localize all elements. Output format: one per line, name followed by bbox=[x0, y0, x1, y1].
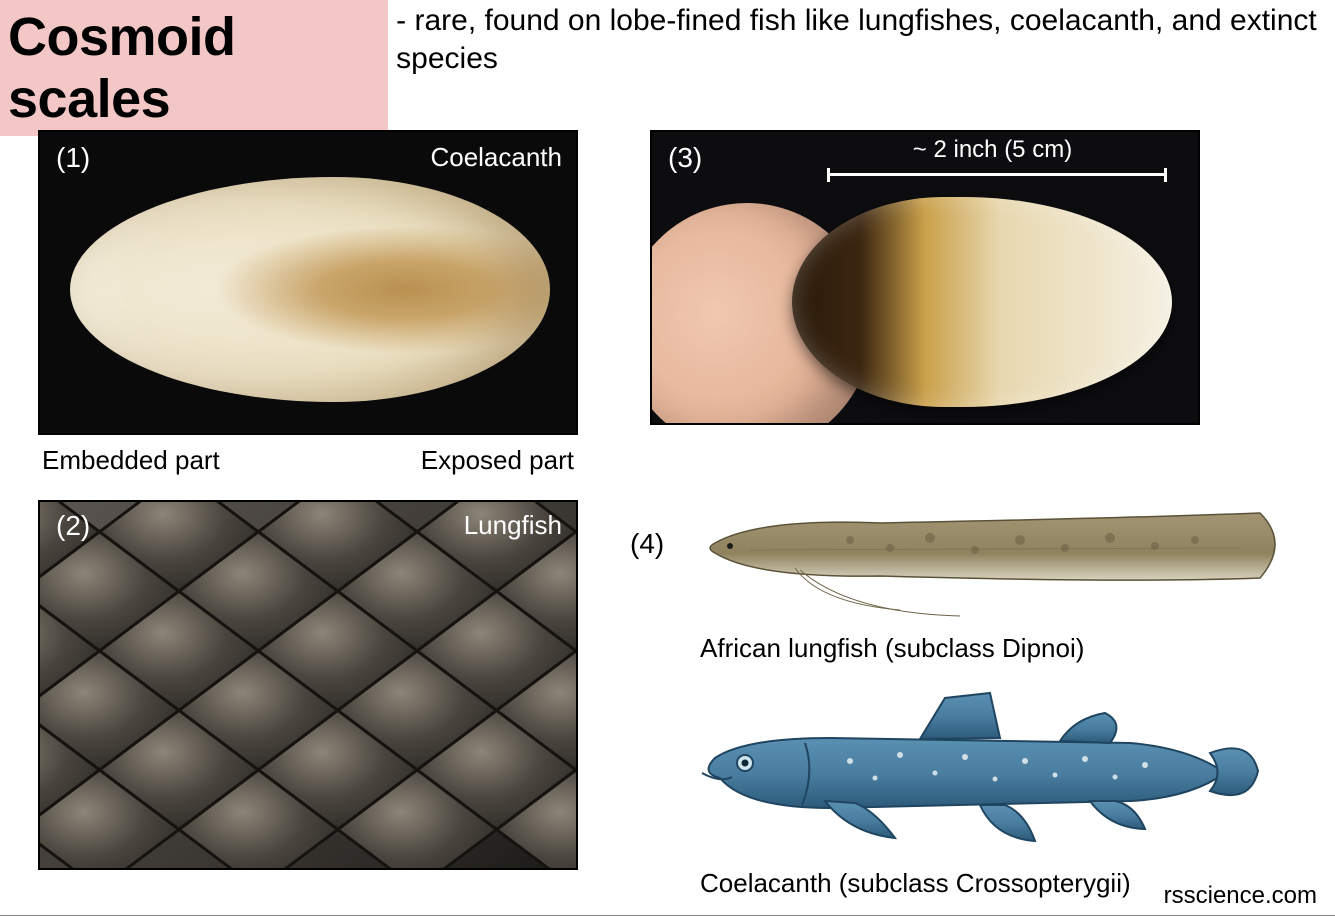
credit-text: rsscience.com bbox=[1164, 882, 1317, 910]
lungfish-illustration bbox=[700, 498, 1290, 618]
caption-embedded: Embedded part bbox=[42, 445, 220, 476]
panel-3-number: (3) bbox=[668, 142, 702, 174]
panel-2-number: (2) bbox=[56, 510, 90, 542]
coelacanth-scale-shape bbox=[70, 177, 550, 402]
lungfish-label: African lungfish (subclass Dipnoi) bbox=[700, 633, 1084, 664]
panel-1-coelacanth-scale: (1) Coelacanth Embedded part Exposed par… bbox=[38, 130, 578, 476]
panel-1-captions: Embedded part Exposed part bbox=[38, 435, 578, 476]
scale-bar bbox=[827, 168, 1167, 182]
panel-1-tag: Coelacanth bbox=[430, 142, 562, 173]
coelacanth-label: Coelacanth (subclass Crossopterygii) bbox=[700, 868, 1131, 899]
title-box: Cosmoid scales bbox=[0, 0, 388, 136]
panel-1-number: (1) bbox=[56, 142, 90, 174]
panel-2-lungfish-scales: (2) Lungfish bbox=[38, 500, 578, 870]
page-title: Cosmoid scales bbox=[8, 6, 376, 130]
panel-3-scale-in-hand: (3) ~ 2 inch (5 cm) bbox=[650, 130, 1200, 425]
panel-3-photo: (3) ~ 2 inch (5 cm) bbox=[650, 130, 1200, 425]
coelacanth-illustration bbox=[690, 683, 1260, 863]
scale-bar-line bbox=[827, 173, 1167, 176]
panel-1-photo: (1) Coelacanth bbox=[38, 130, 578, 435]
panel-4-number: (4) bbox=[630, 528, 664, 560]
scale-specimen-shape bbox=[792, 197, 1172, 407]
caption-exposed: Exposed part bbox=[421, 445, 574, 476]
header: Cosmoid scales - rare, found on lobe-fin… bbox=[0, 0, 1335, 136]
scale-bar-tick-right bbox=[1164, 168, 1167, 182]
panel-3-measurement: ~ 2 inch (5 cm) bbox=[827, 136, 1158, 164]
lungfish-scale-pattern bbox=[40, 502, 576, 869]
figure-grid: (1) Coelacanth Embedded part Exposed par… bbox=[0, 130, 1335, 916]
panel-2-tag: Lungfish bbox=[464, 510, 562, 541]
panel-2-photo: (2) Lungfish bbox=[38, 500, 578, 870]
page-subtitle: - rare, found on lobe-fined fish like lu… bbox=[396, 0, 1335, 77]
